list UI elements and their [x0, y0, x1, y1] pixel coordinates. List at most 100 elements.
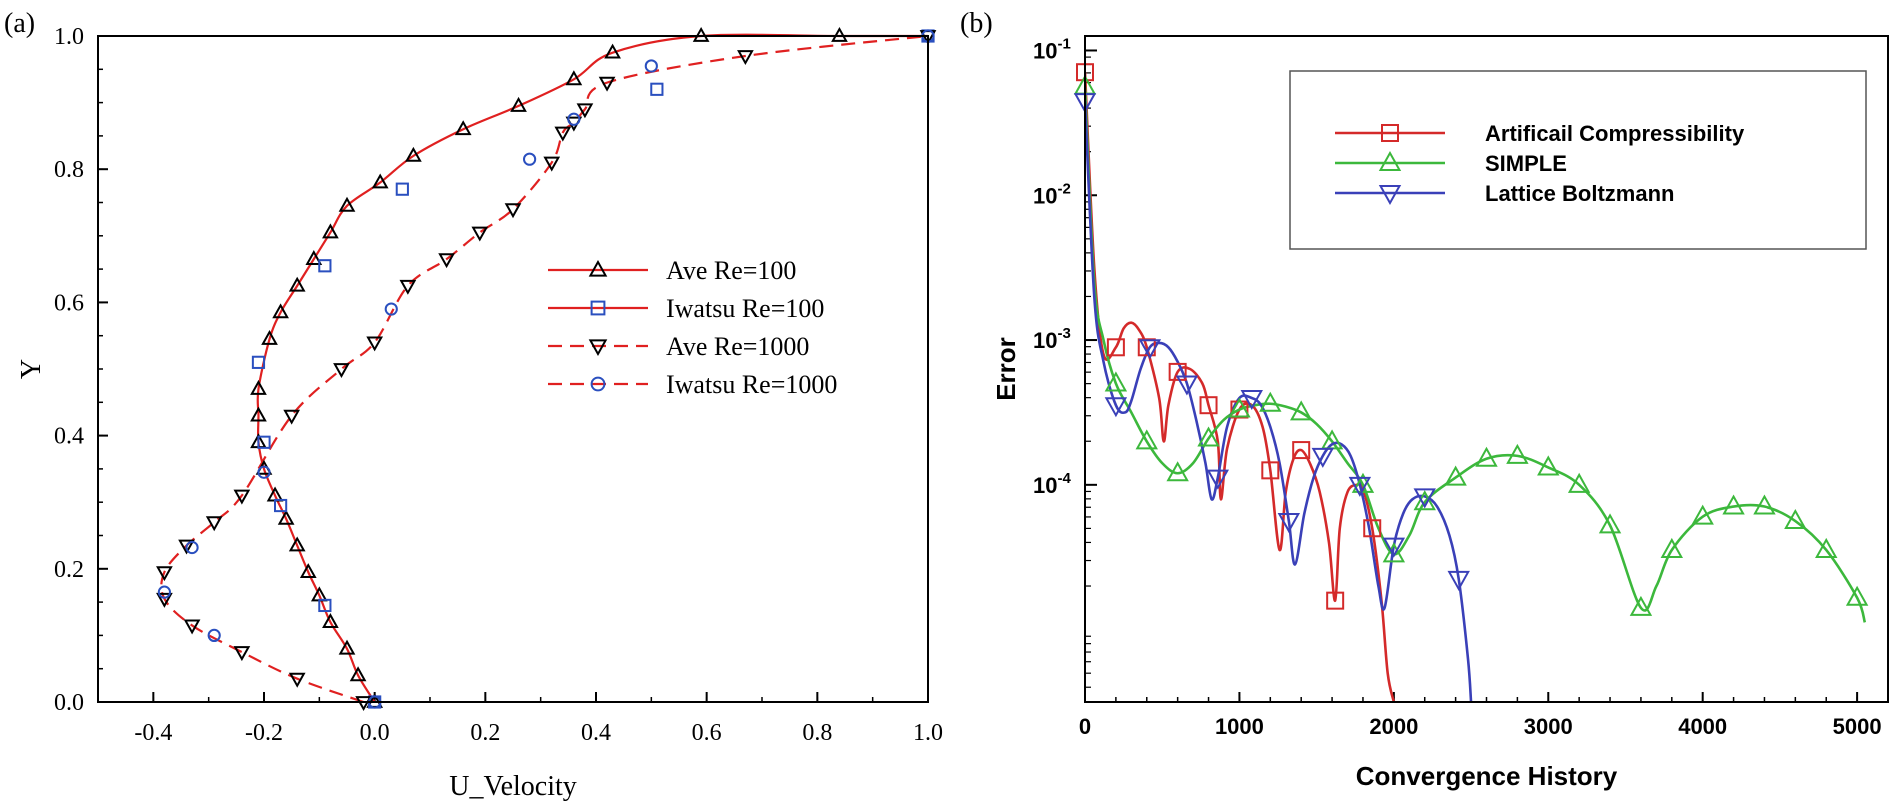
panel-a-ticks: -0.4 -0.2 0.0 0.2 0.4 0.6 0.8 1.0 0.0 0.2 0.4 0.6 0.…	[54, 24, 943, 746]
data-point-2	[1240, 389, 1263, 411]
data-point-0	[272, 303, 289, 319]
panel-a-plot-frame	[97, 35, 929, 703]
data-point-1	[1197, 426, 1220, 447]
legend-label-2: Lattice Boltzmann	[1485, 181, 1674, 206]
data-point-0	[371, 173, 389, 189]
data-point-0	[288, 536, 306, 552]
data-point-2	[504, 203, 522, 219]
data-point-1	[650, 82, 664, 96]
legend-marker-1	[1378, 150, 1402, 171]
y-tick-label: 10-2	[1033, 180, 1071, 208]
legend-marker-2	[1378, 185, 1402, 206]
y-tick-label: 0.0	[54, 690, 84, 716]
panel-b-label: (b)	[960, 8, 993, 39]
data-point-2	[737, 50, 754, 66]
data-point-1	[1629, 595, 1653, 616]
legend-marker-1	[590, 300, 606, 316]
data-point-1	[395, 182, 409, 196]
data-point-1	[274, 498, 288, 513]
data-point-1	[1722, 494, 1745, 515]
data-point-2	[576, 103, 594, 119]
data-point-3	[185, 540, 199, 555]
data-point-0	[277, 509, 295, 525]
data-point-3	[523, 152, 537, 166]
y-tick-label: 0.6	[54, 290, 84, 316]
data-point-1	[1815, 537, 1838, 558]
data-point-2	[1311, 447, 1335, 468]
data-point-2	[178, 539, 195, 555]
data-point-1	[1289, 400, 1313, 421]
data-point-2	[1348, 476, 1372, 497]
legend-label-1: SIMPLE	[1485, 151, 1567, 176]
data-point-1	[1660, 537, 1684, 558]
x-tick-label: 0.6	[692, 720, 722, 746]
data-point-0	[322, 223, 339, 239]
x-tick-label: 0.2	[470, 720, 500, 746]
legend-label-0: Artificail Compressibility	[1485, 121, 1745, 146]
data-point-3	[207, 628, 221, 643]
data-point-2	[156, 592, 173, 608]
data-point-2	[366, 336, 384, 352]
data-point-0	[1363, 519, 1382, 538]
data-point-1	[1567, 472, 1591, 493]
data-point-3	[257, 465, 271, 479]
data-point-0	[305, 250, 323, 266]
data-point-2	[471, 226, 489, 242]
data-point-3	[567, 112, 581, 126]
x-tick-label: 1.0	[913, 720, 943, 746]
x-tick-label: 0.0	[360, 720, 390, 746]
data-point-1	[1784, 508, 1807, 530]
data-point-0	[454, 120, 472, 136]
legend-marker-0	[1381, 124, 1399, 142]
data-point-0	[322, 613, 339, 628]
legend-marker-3	[590, 376, 606, 392]
panel-a-x-axis-label: U_Velocity	[449, 771, 577, 802]
legend-label-3: Iwatsu Re=1000	[666, 370, 837, 399]
x-tick-label: -0.4	[134, 720, 172, 746]
data-point-0	[250, 406, 267, 422]
data-point-0	[1261, 461, 1280, 480]
data-point-1	[1104, 371, 1128, 392]
legend-marker-0	[588, 259, 608, 277]
panel-a-label: (a)	[4, 8, 35, 39]
y-tick-base: 10	[1033, 38, 1057, 63]
data-point-0	[1106, 338, 1125, 357]
data-point-2	[1447, 570, 1470, 591]
data-point-2	[543, 156, 561, 172]
data-point-2	[598, 76, 616, 92]
y-tick-base: 10	[1033, 183, 1057, 208]
panel-b-x-axis-label: Convergence History	[1356, 761, 1618, 791]
data-point-1	[1598, 513, 1622, 534]
data-point-2	[333, 363, 350, 379]
data-point-0	[604, 43, 621, 59]
y-tick-base: 10	[1033, 473, 1057, 498]
data-point-0	[1168, 362, 1187, 381]
legend-label-0: Ave Re=100	[666, 256, 796, 285]
series-line-1	[1085, 86, 1867, 623]
data-point-1	[1475, 446, 1498, 467]
series-line-2	[1085, 101, 1473, 702]
data-point-0	[250, 379, 267, 395]
data-point-2	[438, 253, 455, 269]
data-point-1	[257, 435, 271, 449]
data-point-2	[233, 646, 251, 662]
legend-box	[1289, 70, 1867, 250]
y-tick-label: 0.2	[54, 557, 84, 583]
panel-a-series-lines	[160, 33, 929, 704]
legend-marker-2	[588, 339, 608, 357]
legend-label-2: Ave Re=1000	[666, 332, 809, 361]
y-tick-label: 10-1	[1033, 35, 1071, 63]
panel-b-plot-frame	[1084, 35, 1889, 703]
data-point-1	[1166, 461, 1189, 482]
data-point-1	[318, 259, 332, 273]
data-point-1	[251, 355, 266, 369]
panel-b-legend: Artificail Compressibility SIMPLE Lattice …	[1289, 70, 1867, 250]
y-tick-label: 0.4	[54, 424, 84, 450]
data-point-0	[349, 666, 367, 682]
data-point-2	[1138, 339, 1162, 360]
y-tick-label: 1.0	[54, 24, 84, 50]
panel-a-series-markers	[156, 26, 937, 712]
data-point-2	[1175, 375, 1199, 396]
